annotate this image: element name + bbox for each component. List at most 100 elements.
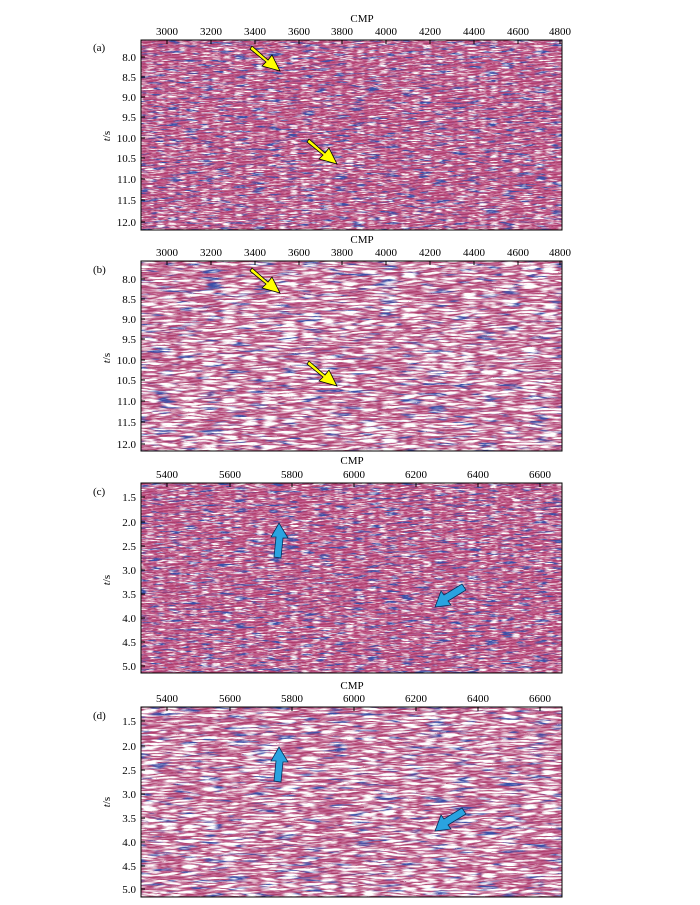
panel-c-x-title: CMP bbox=[340, 455, 363, 467]
yellow-arrow-icon bbox=[306, 360, 338, 387]
y-tick-label: 3.5 bbox=[122, 589, 136, 601]
x-tick-label: 6000 bbox=[343, 693, 366, 705]
x-tick-label: 3000 bbox=[156, 247, 179, 259]
y-tick-label: 10.5 bbox=[117, 375, 137, 387]
panel-d-x-title: CMP bbox=[340, 680, 363, 692]
y-tick-label: 11.5 bbox=[117, 417, 136, 429]
y-tick-label: 2.5 bbox=[122, 765, 136, 777]
y-tick-label: 11.0 bbox=[117, 396, 136, 408]
panel-c-section-texture bbox=[141, 483, 562, 673]
x-tick-label: 4600 bbox=[507, 26, 530, 38]
x-tick-label: 4000 bbox=[375, 26, 398, 38]
blue-arrow-icon bbox=[270, 746, 289, 783]
x-tick-label: 5600 bbox=[219, 469, 242, 481]
y-tick-label: 9.5 bbox=[122, 112, 136, 124]
panel-a: (a) CMP t/s 3000 3200 3400 3600 3800 400… bbox=[93, 13, 572, 231]
y-tick-label: 1.5 bbox=[122, 716, 136, 728]
x-tick-label: 5400 bbox=[156, 469, 179, 481]
panel-d: (d) CMP t/s 5400 5600 5800 6000 6200 640… bbox=[93, 680, 563, 898]
y-tick-label: 8.0 bbox=[122, 274, 136, 286]
panel-b-y-ticks: 8.0 8.5 9.0 9.5 10.0 10.5 11.0 11.5 12.0 bbox=[117, 274, 145, 451]
y-tick-label: 8.5 bbox=[122, 294, 136, 306]
x-tick-label: 3600 bbox=[288, 26, 311, 38]
panel-d-y-title: t/s bbox=[101, 797, 113, 807]
y-tick-label: 8.0 bbox=[122, 52, 136, 64]
panel-b-section-texture bbox=[141, 261, 562, 451]
panel-a-section-texture bbox=[141, 40, 562, 230]
y-tick-label: 10.0 bbox=[117, 355, 137, 367]
panel-d-x-ticks: 5400 5600 5800 6000 6200 6400 6600 bbox=[156, 693, 552, 711]
x-tick-label: 3800 bbox=[331, 26, 354, 38]
y-tick-label: 11.5 bbox=[117, 195, 136, 207]
y-tick-label: 3.0 bbox=[122, 565, 136, 577]
y-tick-label: 1.5 bbox=[122, 492, 136, 504]
panel-d-frame bbox=[140, 706, 563, 898]
yellow-arrow-icon bbox=[249, 45, 281, 72]
panel-d-section-texture bbox=[141, 707, 562, 897]
panel-d-y-ticks: 1.5 2.0 2.5 3.0 3.5 4.0 4.5 5.0 bbox=[122, 716, 145, 896]
y-tick-label: 4.0 bbox=[122, 837, 136, 849]
y-tick-label: 4.5 bbox=[122, 861, 136, 873]
y-tick-label: 9.0 bbox=[122, 92, 136, 104]
x-tick-label: 4800 bbox=[549, 247, 572, 259]
blue-arrow-icon bbox=[270, 522, 289, 559]
y-tick-label: 5.0 bbox=[122, 884, 136, 896]
blue-arrow-icon bbox=[434, 583, 467, 608]
y-tick-label: 2.5 bbox=[122, 541, 136, 553]
x-tick-label: 3200 bbox=[200, 26, 223, 38]
x-tick-label: 5400 bbox=[156, 693, 179, 705]
panel-d-label: (d) bbox=[93, 710, 106, 722]
panel-a-label: (a) bbox=[93, 42, 106, 54]
x-tick-label: 3400 bbox=[244, 26, 267, 38]
y-tick-label: 4.0 bbox=[122, 613, 136, 625]
panel-b-frame bbox=[140, 260, 563, 452]
x-tick-label: 5800 bbox=[281, 469, 304, 481]
panel-a-x-ticks: 3000 3200 3400 3600 3800 4000 4200 4400 … bbox=[156, 26, 572, 44]
panel-a-y-ticks: 8.0 8.5 9.0 9.5 10.0 10.5 11.0 11.5 12.0 bbox=[117, 52, 145, 229]
x-tick-label: 6400 bbox=[467, 469, 490, 481]
panel-c-y-title: t/s bbox=[101, 575, 113, 585]
panel-a-frame bbox=[140, 39, 563, 231]
y-tick-label: 12.0 bbox=[117, 439, 137, 451]
blue-arrow-icon bbox=[434, 807, 467, 832]
y-tick-label: 11.0 bbox=[117, 174, 136, 186]
x-tick-label: 4000 bbox=[375, 247, 398, 259]
panel-c-frame bbox=[140, 482, 563, 674]
panel-a-x-title: CMP bbox=[350, 13, 373, 25]
x-tick-label: 6600 bbox=[529, 469, 552, 481]
panel-c-x-ticks: 5400 5600 5800 6000 6200 6400 6600 bbox=[156, 469, 552, 487]
x-tick-label: 4200 bbox=[419, 247, 442, 259]
x-tick-label: 4800 bbox=[549, 26, 572, 38]
x-tick-label: 3600 bbox=[288, 247, 311, 259]
y-tick-label: 9.0 bbox=[122, 314, 136, 326]
x-tick-label: 6200 bbox=[405, 469, 428, 481]
yellow-arrow-icon bbox=[249, 267, 281, 294]
x-tick-label: 4400 bbox=[463, 26, 486, 38]
panel-b-label: (b) bbox=[93, 264, 106, 276]
y-tick-label: 2.0 bbox=[122, 741, 136, 753]
panel-b-x-title: CMP bbox=[350, 234, 373, 246]
panel-b-y-title: t/s bbox=[101, 353, 113, 363]
x-tick-label: 4400 bbox=[463, 247, 486, 259]
y-tick-label: 10.5 bbox=[117, 153, 137, 165]
x-tick-label: 6600 bbox=[529, 693, 552, 705]
x-tick-label: 4600 bbox=[507, 247, 530, 259]
panel-b: (b) CMP t/s 3000 3200 3400 3600 3800 400… bbox=[93, 234, 572, 452]
x-tick-label: 6200 bbox=[405, 693, 428, 705]
x-tick-label: 6400 bbox=[467, 693, 490, 705]
x-tick-label: 3400 bbox=[244, 247, 267, 259]
y-tick-label: 2.0 bbox=[122, 517, 136, 529]
y-tick-label: 5.0 bbox=[122, 661, 136, 673]
panel-c-label: (c) bbox=[93, 486, 106, 498]
y-tick-label: 9.5 bbox=[122, 334, 136, 346]
panel-c-y-ticks: 1.5 2.0 2.5 3.0 3.5 4.0 4.5 5.0 bbox=[122, 492, 145, 673]
x-tick-label: 5600 bbox=[219, 693, 242, 705]
x-tick-label: 6000 bbox=[343, 469, 366, 481]
y-tick-label: 10.0 bbox=[117, 133, 137, 145]
x-tick-label: 3800 bbox=[331, 247, 354, 259]
y-tick-label: 12.0 bbox=[117, 217, 137, 229]
y-tick-label: 3.0 bbox=[122, 789, 136, 801]
x-tick-label: 3200 bbox=[200, 247, 223, 259]
yellow-arrow-icon bbox=[306, 138, 338, 165]
